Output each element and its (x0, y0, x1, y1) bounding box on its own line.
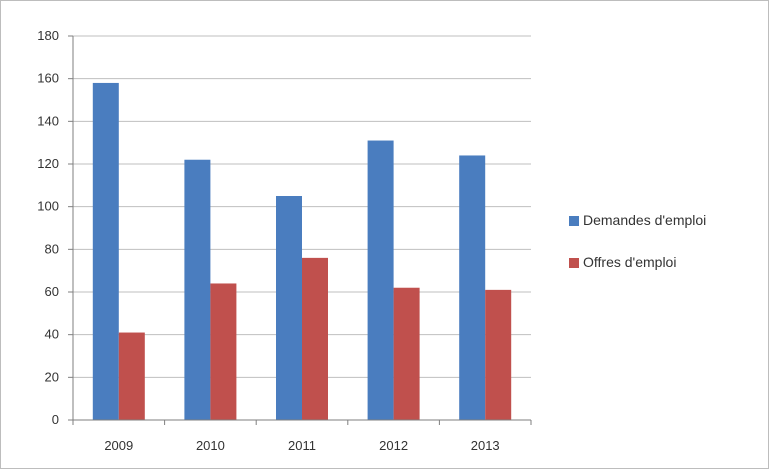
bar-offres-2009 (118, 332, 145, 420)
bar-offres-2012 (393, 287, 420, 420)
y-tick-label: 180 (37, 28, 59, 43)
legend: Demandes d'emploi Offres d'emploi (569, 212, 706, 270)
bar-demandes-2013 (459, 155, 486, 420)
legend-label-offres: Offres d'emploi (583, 254, 676, 270)
y-tick-label: 160 (37, 71, 59, 86)
axes: 0 20 40 60 80 100 120 140 160 180 2009 2010 2011 2012… (37, 28, 532, 453)
x-tick-label: 2012 (379, 438, 408, 453)
bar-demandes-2009 (92, 82, 119, 420)
bar-demandes-2010 (184, 159, 211, 420)
y-tick-label: 40 (45, 327, 59, 342)
bar-offres-2010 (210, 283, 237, 420)
bar-offres-2013 (485, 289, 512, 420)
y-tick-label: 140 (37, 113, 59, 128)
legend-swatch-offres (569, 258, 579, 268)
y-tick-label: 80 (45, 241, 59, 256)
y-tick-label: 20 (45, 369, 59, 384)
y-tick-label: 0 (52, 412, 59, 427)
bar-offres-2011 (302, 257, 328, 420)
legend-label-demandes: Demandes d'emploi (583, 212, 706, 228)
x-tick-label: 2011 (288, 438, 316, 453)
bars (92, 82, 512, 421)
legend-swatch-demandes (569, 216, 579, 226)
bar-demandes-2011 (276, 196, 302, 420)
y-tick-label: 120 (37, 156, 59, 171)
x-tick-label: 2009 (104, 438, 133, 453)
y-tick-label: 100 (37, 199, 59, 214)
x-tick-label: 2013 (471, 438, 500, 453)
x-tick-label: 2010 (196, 438, 225, 453)
bar-demandes-2012 (367, 140, 394, 421)
y-tick-label: 60 (45, 284, 59, 299)
